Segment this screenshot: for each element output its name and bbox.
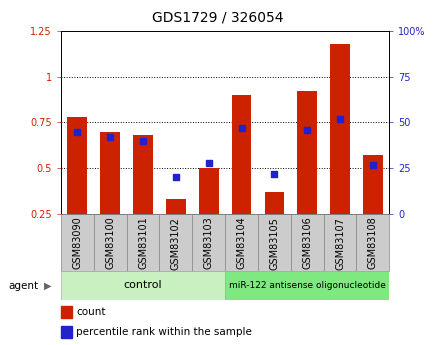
Point [303, 127, 310, 132]
Bar [61, 306, 72, 318]
Point [74, 129, 81, 135]
Point [368, 162, 375, 167]
Text: GSM83103: GSM83103 [203, 217, 213, 269]
Bar [126, 214, 159, 271]
Text: count: count [76, 307, 105, 317]
Bar [362, 155, 382, 214]
Bar [257, 214, 290, 271]
Bar [61, 271, 225, 300]
Bar [323, 214, 356, 271]
Bar [159, 214, 192, 271]
Point [270, 171, 277, 176]
Bar [133, 135, 152, 214]
Text: percentile rank within the sample: percentile rank within the sample [76, 327, 251, 337]
Text: GSM83106: GSM83106 [302, 217, 312, 269]
Bar [61, 214, 94, 271]
Bar [225, 214, 257, 271]
Bar [192, 214, 225, 271]
Bar [225, 271, 388, 300]
Text: GDS1729 / 326054: GDS1729 / 326054 [151, 10, 283, 24]
Bar [290, 214, 323, 271]
Bar [264, 192, 283, 214]
Bar [329, 44, 349, 214]
Text: agent: agent [9, 281, 39, 290]
Point [106, 134, 113, 140]
Point [336, 116, 343, 121]
Text: control: control [123, 280, 162, 290]
Text: GSM83102: GSM83102 [171, 217, 181, 270]
Point [139, 138, 146, 144]
Text: GSM83090: GSM83090 [72, 217, 82, 269]
Bar [231, 95, 251, 214]
Text: GSM83107: GSM83107 [334, 217, 344, 270]
Bar [198, 168, 218, 214]
Text: GSM83101: GSM83101 [138, 217, 148, 269]
Bar [356, 214, 388, 271]
Bar [61, 326, 72, 338]
Bar [94, 214, 126, 271]
Text: GSM83100: GSM83100 [105, 217, 115, 269]
Bar [166, 199, 185, 214]
Text: GSM83105: GSM83105 [269, 217, 279, 270]
Text: GSM83108: GSM83108 [367, 217, 377, 269]
Text: ▶: ▶ [43, 281, 51, 290]
Bar [67, 117, 87, 214]
Text: miR-122 antisense oligonucleotide: miR-122 antisense oligonucleotide [228, 281, 385, 290]
Point [205, 160, 212, 166]
Bar [297, 91, 316, 214]
Point [172, 175, 179, 180]
Point [237, 125, 244, 131]
Text: GSM83104: GSM83104 [236, 217, 246, 269]
Bar [100, 132, 120, 214]
